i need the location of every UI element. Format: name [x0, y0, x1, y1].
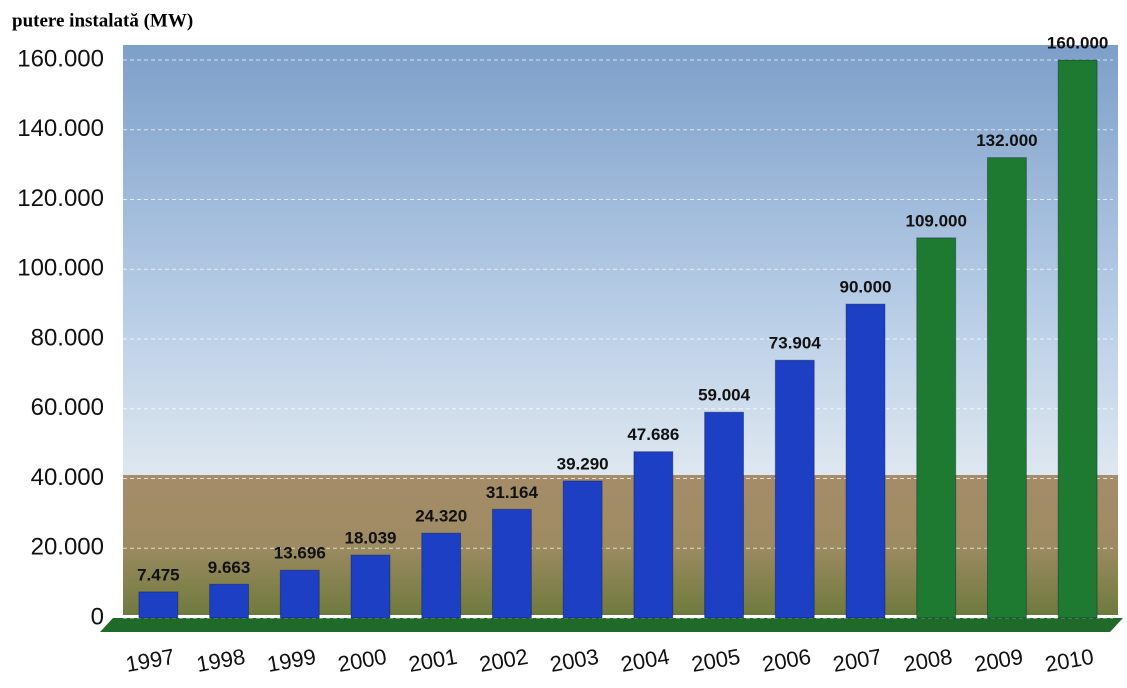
- bar: [705, 412, 744, 618]
- x-tick-label: 2004: [619, 644, 672, 677]
- value-label: 7.475: [137, 565, 180, 584]
- y-tick-label: 80.000: [31, 324, 104, 351]
- value-label: 59.004: [698, 386, 751, 405]
- bar: [917, 238, 956, 618]
- background-sky: [123, 45, 1118, 480]
- bar: [492, 509, 531, 618]
- x-tick-label: 1999: [265, 644, 318, 677]
- y-tick-label: 60.000: [31, 394, 104, 421]
- value-label: 13.696: [274, 544, 326, 563]
- x-tick-label: 2007: [831, 644, 884, 677]
- x-tick-label: 1997: [124, 644, 177, 677]
- bar: [210, 584, 249, 618]
- value-label: 47.686: [627, 425, 679, 444]
- value-label: 24.320: [415, 507, 467, 526]
- bar: [280, 570, 319, 618]
- value-label: 9.663: [208, 558, 251, 577]
- value-label: 73.904: [769, 334, 822, 353]
- bar: [422, 533, 461, 618]
- value-label: 18.039: [345, 529, 397, 548]
- bar: [351, 555, 390, 618]
- y-tick-label: 160.000: [17, 45, 104, 72]
- y-tick-label: 120.000: [17, 185, 104, 212]
- y-tick-label: 140.000: [17, 115, 104, 142]
- chart: putere instalată (MW) 0 20.000 40.000 60.00…: [0, 0, 1127, 688]
- value-label: 132.000: [976, 131, 1037, 150]
- value-label: 39.290: [557, 454, 609, 473]
- x-tick-label: 2000: [336, 644, 389, 677]
- x-tick-label: 2006: [760, 644, 813, 677]
- value-label: 90.000: [840, 278, 892, 297]
- x-tick-label: 2008: [902, 644, 955, 677]
- y-tick-label: 40.000: [31, 464, 104, 491]
- y-tick-label: 0: [91, 603, 104, 630]
- value-label: 160.000: [1047, 33, 1108, 52]
- bar: [139, 592, 178, 618]
- x-tick-label: 2009: [972, 644, 1025, 677]
- x-tick-label: 2002: [477, 644, 530, 677]
- value-label: 31.164: [486, 483, 539, 502]
- floor: [100, 618, 1123, 632]
- x-tick-label: 2001: [407, 644, 460, 677]
- x-tick-label: 2010: [1043, 644, 1096, 677]
- x-tick-label: 2003: [548, 644, 601, 677]
- bar: [1058, 60, 1097, 618]
- y-tick-label: 100.000: [17, 255, 104, 282]
- y-tick-label: 20.000: [31, 534, 104, 561]
- bar: [846, 304, 885, 618]
- x-tick-label: 2005: [690, 644, 743, 677]
- background-field: [123, 475, 1118, 615]
- bar: [775, 360, 814, 618]
- bar: [634, 452, 673, 618]
- value-label: 109.000: [905, 211, 966, 230]
- y-axis-label: putere instalată (MW): [12, 10, 193, 31]
- x-tick-label: 1998: [195, 644, 248, 677]
- bar: [987, 158, 1026, 618]
- bar: [563, 481, 602, 618]
